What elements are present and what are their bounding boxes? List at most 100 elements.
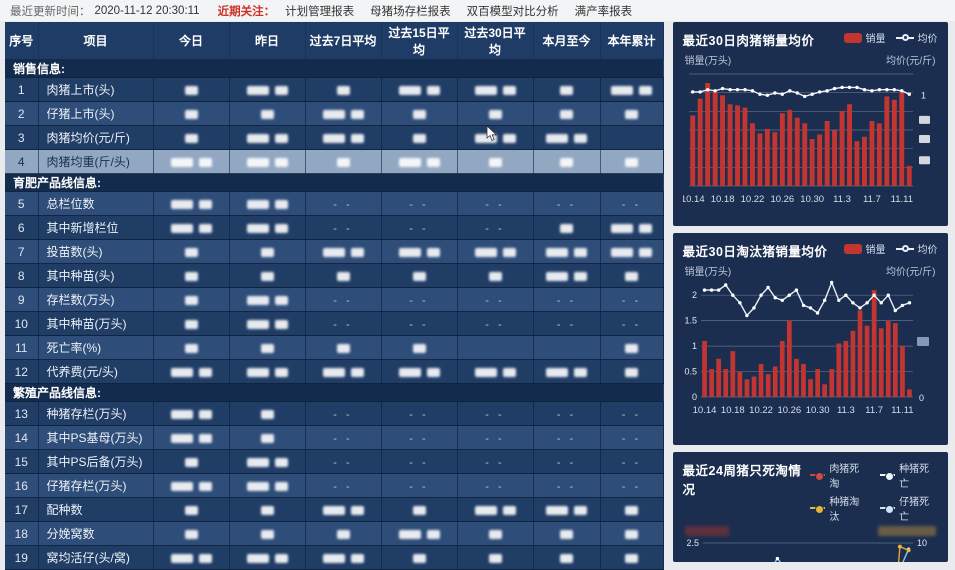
redacted-value: [322, 247, 345, 257]
table-row[interactable]: 15 其中PS后备(万头) - -- -- -- -- -: [5, 449, 664, 474]
redacted-value: [184, 133, 198, 143]
chart-title: 最近30日肉猪销量均价: [682, 34, 815, 48]
axis-labels-redacted: [683, 523, 938, 537]
value-cell: - -: [600, 311, 664, 336]
legend-item[interactable]: 种猪死亡: [879, 460, 938, 490]
table-row[interactable]: 7 投苗数(头): [5, 239, 664, 264]
redacted-value: [170, 157, 193, 167]
table-row[interactable]: 19 窝均活仔(头/窝): [5, 545, 664, 570]
table-row[interactable]: 17 配种数: [5, 497, 664, 522]
chart-legend[interactable]: 销量 均价: [843, 30, 938, 45]
bar-swatch: [843, 32, 862, 43]
table-row[interactable]: 1 肉猪上市(头): [5, 77, 664, 102]
redacted-value: [398, 247, 421, 257]
redacted-value: [170, 481, 193, 491]
value-cell: [533, 125, 601, 150]
table-row[interactable]: 14 其中PS基母(万头) - -- -- -- -- -: [5, 425, 664, 450]
group-row: 育肥产品线信息:: [5, 173, 663, 192]
value-cell: [381, 359, 458, 384]
legend-item[interactable]: 销量: [843, 241, 886, 256]
table-row[interactable]: 8 其中种苗(头): [5, 263, 664, 288]
redacted-value: [246, 553, 269, 563]
redacted-value: [560, 109, 573, 119]
table-row[interactable]: 6 其中新增栏位 - -- -- -: [5, 215, 664, 240]
report-link-4[interactable]: 满产率报表: [574, 5, 633, 18]
value-cell: [457, 521, 534, 546]
value-cell: - -: [457, 401, 534, 426]
value-cell: - -: [381, 287, 458, 312]
chart-legend[interactable]: 肉猪死淘 种猪死亡 种猪淘汰 仔猪死亡: [809, 460, 938, 523]
redacted-value: [260, 343, 274, 353]
table-row[interactable]: 13 种猪存栏(万头) - -- -- -- -- -: [5, 401, 664, 426]
table-row[interactable]: 11 死亡率(%): [5, 335, 664, 360]
focus-label: 近期关注：: [217, 5, 276, 18]
legend-item[interactable]: 肉猪死淘: [809, 460, 868, 490]
table-row[interactable]: 10 其中种苗(万头) - -- -- -- -- -: [5, 311, 664, 336]
table-row[interactable]: 12 代养费(元/头): [5, 359, 664, 384]
redacted-value: [546, 133, 568, 143]
value-cell: [600, 125, 664, 150]
legend-item[interactable]: 均价: [895, 30, 938, 45]
svg-text:10.14: 10.14: [683, 194, 705, 205]
row-item-label: 其中新增栏位: [38, 215, 154, 240]
redacted-value: [260, 409, 274, 419]
value-cell: - -: [305, 449, 382, 474]
table-row[interactable]: 9 存栏数(万头) - -- -- -- -- -: [5, 287, 664, 312]
value-cell: - -: [600, 473, 664, 498]
value-cell: - -: [533, 473, 601, 498]
redacted-value: [322, 367, 345, 377]
redacted-value: [246, 295, 269, 305]
redacted-value: [426, 85, 440, 95]
value-cell: [457, 77, 534, 102]
redacted-value: [611, 223, 633, 233]
bar-line-chart: 1 10.14 10.18 10.22 10.26 10.30 11.3 11.7 11.11: [680, 68, 938, 218]
redacted-value: [274, 295, 288, 305]
redacted-value: [246, 223, 269, 233]
table-row[interactable]: 4 肉猪均重(斤/头): [5, 149, 664, 174]
report-link-2[interactable]: 母猪场存栏报表: [370, 5, 451, 18]
row-number: 17: [5, 497, 39, 522]
report-links: 计划管理报表 母猪场存栏报表 双百模型对比分析 满产率报表: [285, 3, 648, 19]
row-number: 10: [5, 311, 39, 336]
value-cell: [305, 359, 382, 384]
bar-swatch: [843, 243, 862, 254]
redacted-value: [274, 133, 288, 143]
redacted-value: [274, 85, 288, 95]
legend-item[interactable]: 均价: [895, 241, 938, 256]
row-number: 7: [5, 239, 39, 264]
legend-item[interactable]: 仔猪死亡: [879, 493, 938, 523]
redacted-value: [198, 199, 212, 209]
redacted-value: [574, 367, 587, 377]
svg-text:10.26: 10.26: [777, 405, 801, 416]
value-cell: [153, 545, 230, 570]
redacted-value: [398, 367, 421, 377]
report-link-3[interactable]: 双百模型对比分析: [466, 5, 559, 18]
redacted-value: [474, 247, 497, 257]
value-cell: [600, 149, 664, 174]
value-cell: [600, 77, 664, 102]
table-row[interactable]: 18 分娩窝数: [5, 521, 664, 546]
row-number: 9: [5, 287, 39, 312]
redacted-value: [639, 223, 652, 233]
table-row[interactable]: 5 总栏位数 - -- -- -- -- -: [5, 191, 664, 216]
row-number: 16: [5, 473, 39, 498]
chart-legend[interactable]: 销量 均价: [843, 241, 938, 256]
redacted-left-axis-label: [684, 526, 729, 536]
value-cell: - -: [305, 191, 382, 216]
value-cell: [533, 215, 601, 240]
table-row[interactable]: 16 仔猪存栏(万头) - -- -- -- -- -: [5, 473, 664, 498]
legend-item[interactable]: 销量: [843, 30, 886, 45]
row-item-label: 肉猪上市(头): [38, 77, 154, 102]
legend-item[interactable]: 种猪淘汰: [809, 493, 868, 523]
table-row[interactable]: 3 肉猪均价(元/斤): [5, 125, 664, 150]
redacted-value: [336, 343, 350, 353]
value-cell: - -: [305, 311, 382, 336]
value-cell: [153, 497, 230, 522]
report-link-1[interactable]: 计划管理报表: [285, 5, 355, 18]
row-number: 2: [5, 101, 39, 126]
value-cell: [381, 335, 458, 360]
row-number: 11: [5, 335, 39, 360]
update-time-value: 2020-11-12 20:30:11: [94, 4, 200, 17]
redacted-value: [350, 109, 364, 119]
table-row[interactable]: 2 仔猪上市(头): [5, 101, 664, 126]
